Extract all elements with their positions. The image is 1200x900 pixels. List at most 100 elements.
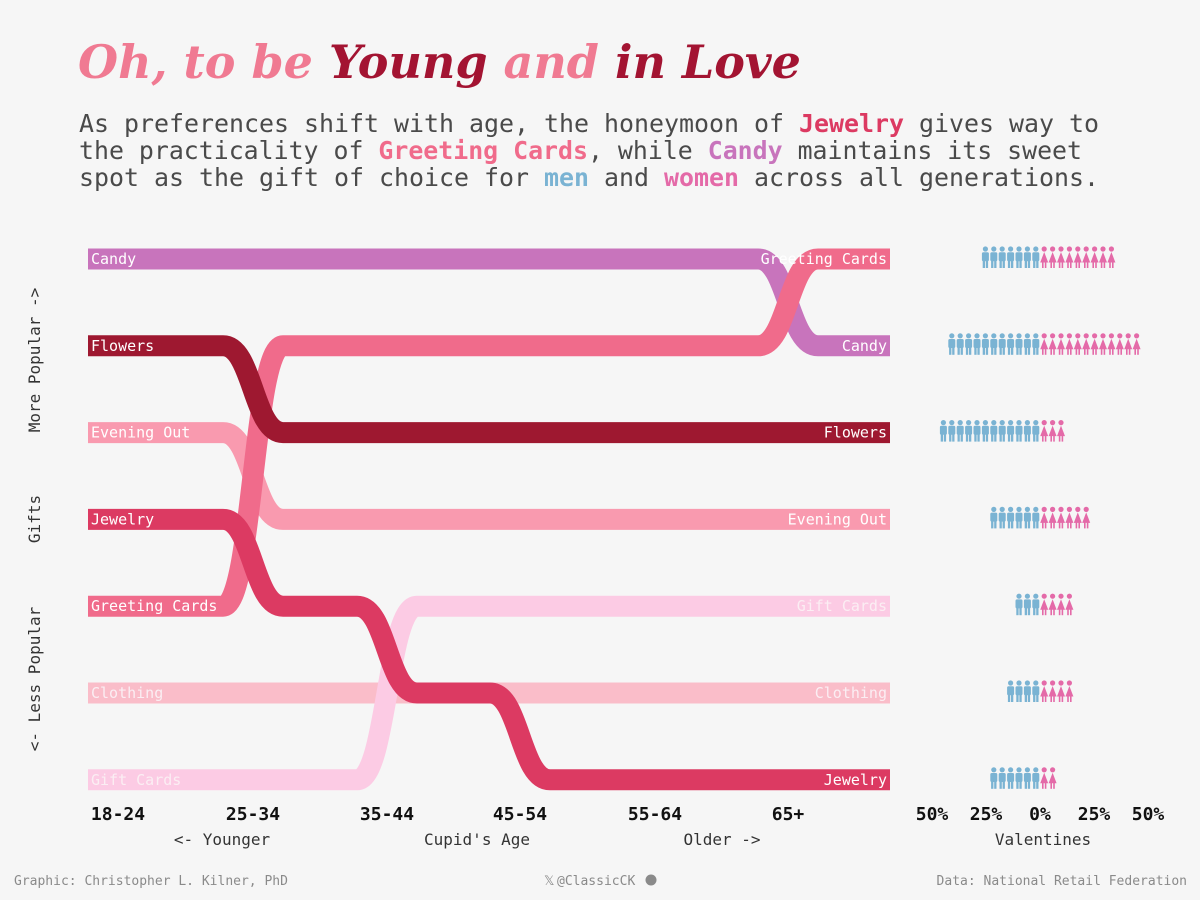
woman-icon [1065,593,1074,616]
bump-labels: Candy Candy Flowers Flowers Evening Out Eveni… [91,250,887,789]
valentine-tick-0: 50% [916,804,949,825]
start-label-clothing: Clothing [91,684,163,702]
woman-icon [1065,680,1074,702]
bump-line-greeting-cards [88,248,890,617]
man-icon [1023,420,1031,442]
y-label-gifts: Gifts [25,495,44,543]
y-label-less-popular: <- Less Popular [25,606,44,751]
start-label-evening-out: Evening Out [91,424,190,442]
woman-icon [1040,593,1049,616]
start-label-jewelry: Jewelry [91,510,154,528]
subtitle-line-2: the practicality of Greeting Cards, whil… [79,136,1082,165]
woman-icon [1124,333,1133,355]
bump-line-gift-cards [88,595,890,791]
bump-lines [88,248,890,791]
bump-line-candy [88,248,890,357]
chart-title: Oh, to be Young and in Love [78,35,801,89]
man-icon [1032,593,1040,616]
valentine-row-candy [948,333,1141,355]
end-label-gift-cards: Gift Cards [797,597,887,615]
man-icon [1015,333,1023,355]
title-part-oh: Oh, [78,35,184,89]
man-icon [998,420,1006,442]
man-icon [1007,246,1015,268]
subtitle-highlight-women: women [664,163,739,192]
woman-icon [1057,246,1065,268]
woman-icon [1048,246,1057,268]
valentine-tick-2: 0% [1029,804,1051,825]
woman-icon [1073,506,1082,529]
woman-icon [1040,333,1049,355]
man-icon [1032,246,1040,268]
subtitle-highlight-candy: Candy [708,136,783,165]
start-label-candy: Candy [91,250,136,268]
subtitle-line-1: As preferences shift with age, the honey… [79,109,1099,138]
end-label-jewelry: Jewelry [824,771,887,789]
woman-icon [1090,246,1099,268]
woman-icon [1099,246,1107,268]
man-icon [1007,680,1015,702]
woman-icon [1057,420,1065,442]
woman-icon [1099,333,1107,355]
man-icon [990,420,998,442]
man-icon [965,333,973,355]
man-icon [1032,333,1040,355]
valentines-axis-title: Valentines [995,830,1091,849]
man-icon [1015,767,1023,789]
man-icon [990,767,998,789]
woman-icon [1107,333,1116,355]
github-icon [645,874,657,886]
woman-icon [1048,680,1057,702]
end-label-greeting-cards: Greeting Cards [761,250,887,268]
end-label-evening-out: Evening Out [788,510,887,528]
man-icon [1032,506,1040,529]
woman-icon [1040,246,1049,268]
man-icon [1007,420,1015,442]
man-icon [1023,246,1031,268]
start-label-gift-cards: Gift Cards [91,771,181,789]
man-icon [981,246,989,268]
valentine-row-greeting-cards [981,246,1116,268]
start-label-greeting-cards: Greeting Cards [91,597,217,615]
valentine-row-clothing [1007,680,1074,702]
valentine-ticks: 50% 25% 0% 25% 50% [916,804,1165,825]
y-label-more-popular: More Popular -> [25,288,44,433]
valentine-row-gift-cards [1015,593,1074,616]
subtitle-highlight-men: men [544,163,589,192]
man-icon [939,420,947,442]
x-logo-icon: 𝕏 [544,874,554,889]
subtitle-highlight-jewelry: Jewelry [799,109,904,138]
x-ticks: 18-24 25-34 35-44 45-54 55-64 65+ [91,804,805,825]
woman-icon [1082,506,1091,529]
bump-line-flowers [88,335,890,444]
x-tick-18-24: 18-24 [91,804,145,825]
man-icon [981,420,989,442]
man-icon [1032,680,1040,702]
valentine-tick-1: 25% [970,804,1003,825]
bump-line-evening-out [88,422,890,530]
title-part-and: and [504,35,615,89]
man-icon [956,333,964,355]
woman-icon [1057,506,1065,529]
woman-icon [1073,333,1082,355]
man-icon [973,420,981,442]
woman-icon [1132,333,1141,355]
x-axis-title: Cupid's Age [424,830,530,849]
end-label-candy: Candy [842,337,887,355]
man-icon [998,246,1006,268]
woman-icon [1090,333,1099,355]
footer-handle-text: @ClassicCK [557,874,635,889]
woman-icon [1073,246,1082,268]
man-icon [1015,246,1023,268]
woman-icon [1057,593,1065,616]
x-tick-55-64: 55-64 [628,804,682,825]
subtitle-highlight-greeting-cards: Greeting Cards [378,136,588,165]
woman-icon [1040,420,1049,442]
man-icon [998,333,1006,355]
woman-icon [1082,333,1091,355]
man-icon [973,333,981,355]
man-icon [948,333,956,355]
footer-handle[interactable]: 𝕏 @ClassicCK [544,874,657,889]
woman-icon [1057,333,1065,355]
